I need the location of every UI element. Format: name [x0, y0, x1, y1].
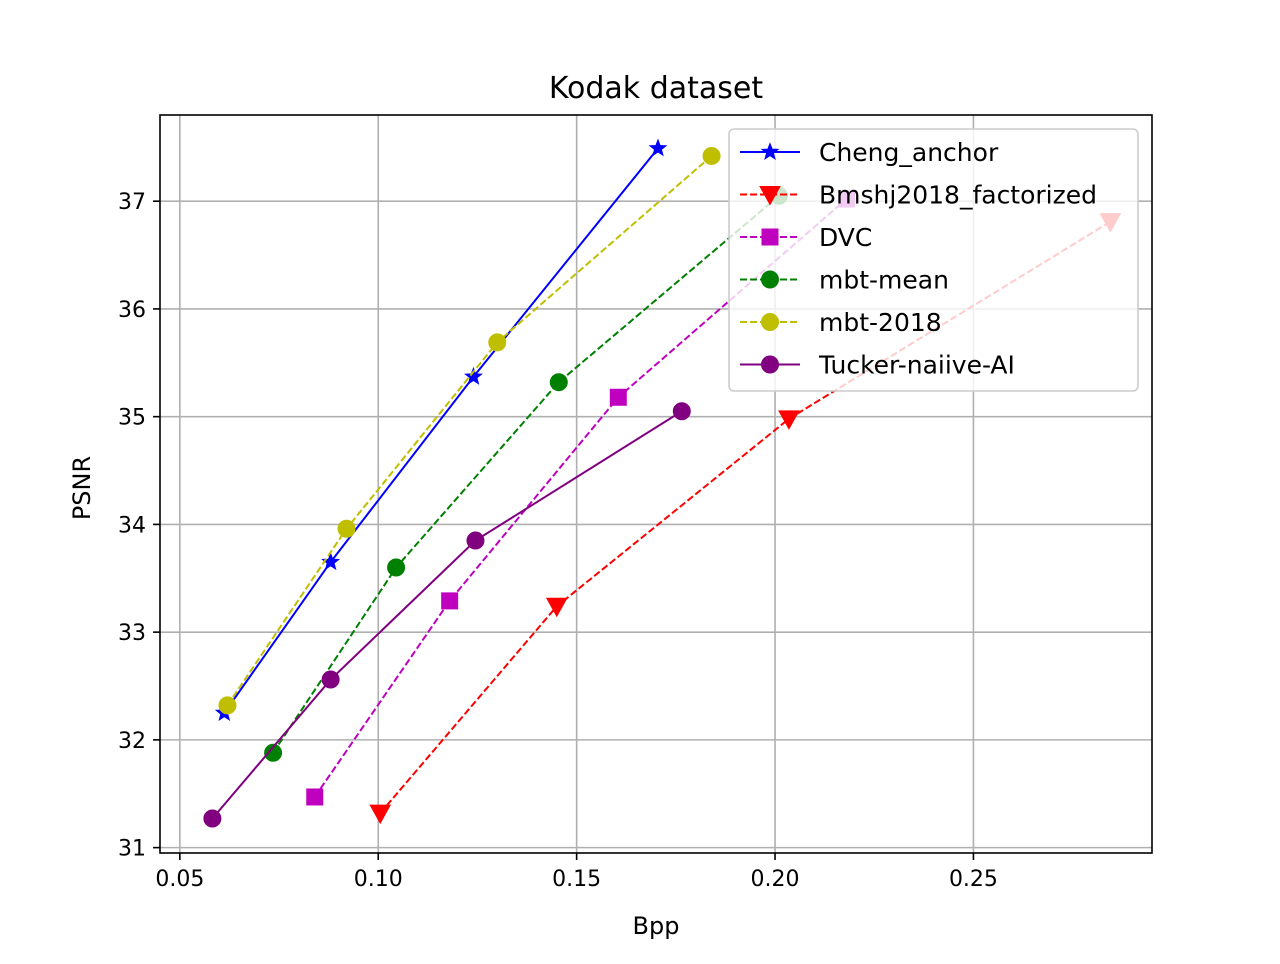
y-tick-label: 33 [118, 621, 146, 646]
legend-label: DVC [819, 223, 872, 252]
data-point [321, 670, 340, 689]
legend-marker [761, 228, 779, 246]
x-tick-label: 0.25 [949, 867, 998, 892]
x-tick-label: 0.15 [552, 867, 601, 892]
x-tick-label: 0.10 [354, 867, 403, 892]
data-point [702, 146, 721, 165]
data-point [369, 804, 392, 825]
x-tick-label: 0.05 [155, 867, 204, 892]
legend-label: Bmshj2018_factorized [819, 181, 1097, 210]
y-tick-label: 31 [118, 837, 146, 862]
data-point [488, 333, 507, 352]
legend-item: Cheng_anchor [740, 138, 999, 167]
legend-label: Cheng_anchor [819, 138, 999, 167]
data-point [321, 552, 341, 571]
legend-marker [759, 186, 781, 206]
data-point [466, 531, 485, 550]
legend-box [728, 128, 1139, 392]
y-tick-label: 36 [118, 298, 146, 323]
legend-label: Tucker-naiive-AI [818, 351, 1015, 380]
data-point [203, 809, 222, 828]
data-point [464, 366, 483, 385]
data-point [441, 592, 459, 610]
legend-marker [761, 270, 779, 289]
data-point [337, 519, 356, 538]
legend-label: mbt-2018 [819, 308, 942, 337]
y-tick-label: 32 [118, 729, 146, 754]
chart-title: Kodak dataset [549, 71, 764, 106]
data-point [672, 402, 691, 421]
series-line [226, 155, 713, 706]
y-tick-label: 35 [118, 406, 146, 431]
legend-item: DVC [740, 223, 872, 252]
plot-frame [159, 114, 1153, 854]
legend-item: Bmshj2018_factorized [740, 181, 1097, 210]
series-line [223, 147, 659, 714]
series-line [379, 220, 1111, 814]
axis-ticks: 0.05 0.10 0.15 0.20 0.25 31 32 33 34 35 36 37 [118, 190, 998, 892]
legend-item: Tucker-naiive-AI [740, 351, 1015, 380]
data-point [218, 696, 237, 715]
y-axis-label: PSNR [68, 456, 96, 520]
series-line [272, 195, 780, 754]
data-point [778, 410, 800, 430]
data-point [387, 558, 406, 577]
data-point [609, 388, 627, 406]
legend-label: mbt-mean [819, 266, 949, 295]
data-point [648, 138, 668, 157]
series-line [211, 410, 683, 820]
legend: Cheng_anchor Bmshj2018_factorized DVC mbt-m… [728, 128, 1139, 392]
x-axis-label: Bpp [633, 912, 680, 940]
legend-marker [761, 313, 779, 331]
series-mbt-2018 [218, 146, 721, 715]
series-Tucker-naiive-AI [203, 402, 691, 828]
data-point [549, 373, 568, 392]
data-point [545, 597, 568, 618]
x-tick-label: 0.20 [751, 867, 800, 892]
y-tick-label: 37 [118, 190, 146, 215]
data-point [264, 743, 283, 762]
y-tick-label: 34 [118, 513, 146, 538]
legend-marker [760, 142, 780, 161]
legend-item: mbt-2018 [740, 308, 942, 337]
legend-marker [761, 355, 779, 374]
legend-item: mbt-mean [740, 266, 949, 295]
data-point [306, 788, 324, 806]
